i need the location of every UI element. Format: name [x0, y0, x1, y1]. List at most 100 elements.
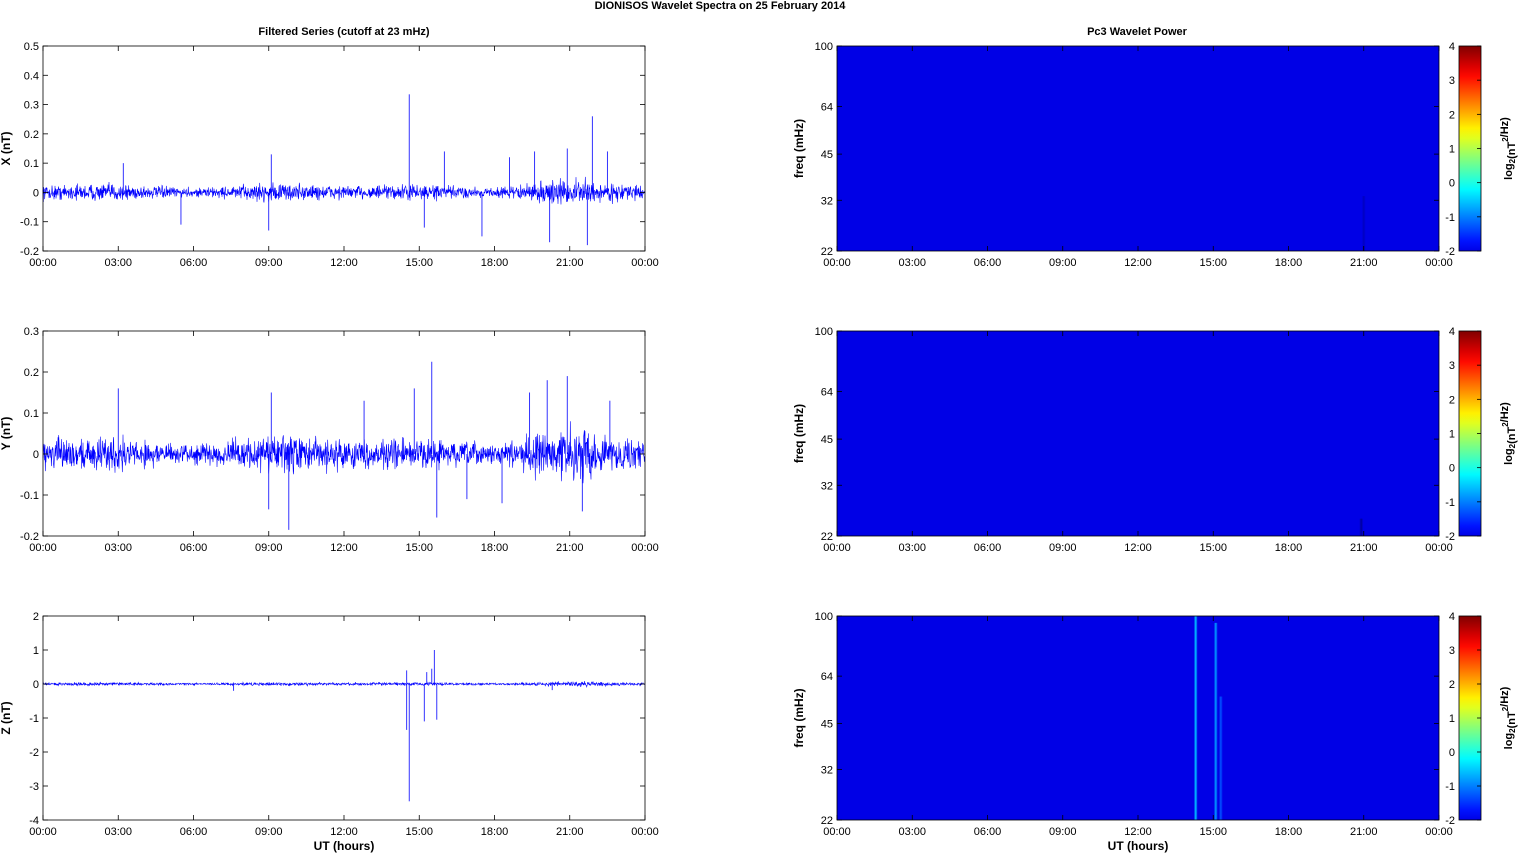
- y-tick-label: 22: [821, 246, 833, 258]
- x-tick-label: 15:00: [1199, 257, 1227, 269]
- x-tick-label: 06:00: [180, 826, 208, 838]
- y-tick-label: 0.1: [24, 158, 39, 170]
- x-tick-label: 09:00: [255, 826, 283, 838]
- y-tick-label: 0.3: [24, 100, 39, 112]
- y-tick-label: 2: [33, 611, 39, 623]
- x-tick-label: 00:00: [1425, 826, 1453, 838]
- x-tick-label: 00:00: [823, 257, 851, 269]
- series-line: [42, 681, 646, 688]
- y-tick-label: 32: [821, 765, 833, 777]
- x-tick-label: 09:00: [1049, 257, 1077, 269]
- x-tick-label: 06:00: [974, 826, 1002, 838]
- x-tick-label: 00:00: [29, 542, 57, 554]
- x-tick-label: 15:00: [1199, 542, 1227, 554]
- y-tick-label: -0.1: [20, 490, 39, 502]
- x-tick-label: 03:00: [898, 542, 926, 554]
- y-axis-label: freq (mHz): [792, 688, 806, 747]
- y-tick-label: 0.1: [24, 408, 39, 420]
- y-tick-label: 0.4: [24, 70, 39, 82]
- y-tick-label: 0.2: [24, 129, 39, 141]
- y-tick-label: 100: [815, 41, 833, 53]
- colorbar-label-part: (nT: [1506, 142, 1518, 159]
- x-tick-label: 00:00: [1425, 257, 1453, 269]
- x-tick-label: 03:00: [104, 257, 132, 269]
- y-tick-label: 32: [821, 195, 833, 207]
- x-tick-label: 03:00: [898, 826, 926, 838]
- spectrum-background: [837, 46, 1439, 251]
- y-tick-label: -2: [29, 747, 39, 759]
- x-tick-label: 21:00: [556, 826, 584, 838]
- x-tick-label: 12:00: [1124, 257, 1152, 269]
- x-tick-label: 09:00: [255, 542, 283, 554]
- x-tick-label: 18:00: [1275, 542, 1303, 554]
- x-tick-label: 06:00: [974, 542, 1002, 554]
- spectrum-background: [837, 616, 1439, 820]
- power-feature: [1215, 622, 1217, 820]
- colorbar-label-part: 2: [1501, 137, 1510, 142]
- colorbar-tick-label: 1: [1449, 144, 1455, 156]
- x-tick-label: 21:00: [556, 542, 584, 554]
- x-tick-label: 21:00: [1350, 542, 1378, 554]
- colorbar-tick-label: 1: [1449, 713, 1455, 725]
- x-tick-label: 00:00: [631, 542, 659, 554]
- colorbar-label-part: log: [1503, 448, 1515, 465]
- x-axis-label: UT (hours): [314, 839, 375, 853]
- y-tick-label: 64: [821, 101, 833, 113]
- x-tick-label: 03:00: [898, 257, 926, 269]
- x-tick-label: 15:00: [405, 826, 433, 838]
- colorbar-tick-label: 3: [1449, 645, 1455, 657]
- x-tick-label: 06:00: [974, 257, 1002, 269]
- x-tick-label: 18:00: [1275, 257, 1303, 269]
- colorbar-tick-label: 3: [1449, 360, 1455, 372]
- x-tick-label: 09:00: [1049, 542, 1077, 554]
- x-tick-label: 00:00: [823, 826, 851, 838]
- y-tick-label: 45: [821, 149, 833, 161]
- series-line: [42, 421, 646, 484]
- x-tick-label: 00:00: [29, 826, 57, 838]
- figure-title: DIONISOS Wavelet Spectra on 25 February …: [595, 0, 847, 12]
- x-tick-label: 12:00: [1124, 826, 1152, 838]
- x-tick-label: 00:00: [631, 257, 659, 269]
- x-tick-label: 18:00: [1275, 826, 1303, 838]
- y-tick-label: -1: [29, 713, 39, 725]
- y-tick-label: 32: [821, 480, 833, 492]
- y-tick-label: -0.2: [20, 531, 39, 543]
- y-axis-label: freq (mHz): [792, 404, 806, 463]
- y-tick-label: 0.3: [24, 326, 39, 338]
- x-tick-label: 18:00: [481, 542, 509, 554]
- y-tick-label: 64: [821, 671, 833, 683]
- x-tick-label: 06:00: [180, 257, 208, 269]
- colorbar-tick-label: 0: [1449, 747, 1455, 759]
- x-tick-label: 15:00: [405, 542, 433, 554]
- colorbar-tick-label: -2: [1445, 815, 1455, 827]
- colorbar-label-part: /Hz): [1499, 402, 1511, 423]
- y-axis-label: Z (nT): [0, 701, 13, 734]
- y-tick-label: 45: [821, 434, 833, 446]
- colorbar-tick-label: 0: [1449, 178, 1455, 190]
- colorbar-label-part: 2: [1508, 443, 1517, 448]
- x-tick-label: 00:00: [1425, 542, 1453, 554]
- x-tick-label: 09:00: [1049, 826, 1077, 838]
- colorbar-tick-label: 1: [1449, 429, 1455, 441]
- plot-area: [43, 331, 645, 536]
- power-feature: [1360, 518, 1362, 536]
- y-tick-label: 1: [33, 645, 39, 657]
- y-tick-label: 0.5: [24, 41, 39, 53]
- x-tick-label: 12:00: [330, 542, 358, 554]
- y-tick-label: 22: [821, 531, 833, 543]
- y-tick-label: 100: [815, 611, 833, 623]
- x-tick-label: 21:00: [1350, 257, 1378, 269]
- power-feature: [1220, 696, 1222, 820]
- colorbar-tick-label: -1: [1445, 497, 1455, 509]
- colorbar-label: log2(nT2/Hz): [1499, 686, 1518, 749]
- plot-area: [43, 46, 645, 251]
- y-tick-label: -0.1: [20, 217, 39, 229]
- y-tick-label: -4: [29, 815, 39, 827]
- colorbar-label: log2(nT2/Hz): [1499, 402, 1518, 465]
- colorbar-tick-label: -1: [1445, 212, 1455, 224]
- colorbar-tick-label: 4: [1449, 326, 1455, 338]
- colorbar-tick-label: 0: [1449, 463, 1455, 475]
